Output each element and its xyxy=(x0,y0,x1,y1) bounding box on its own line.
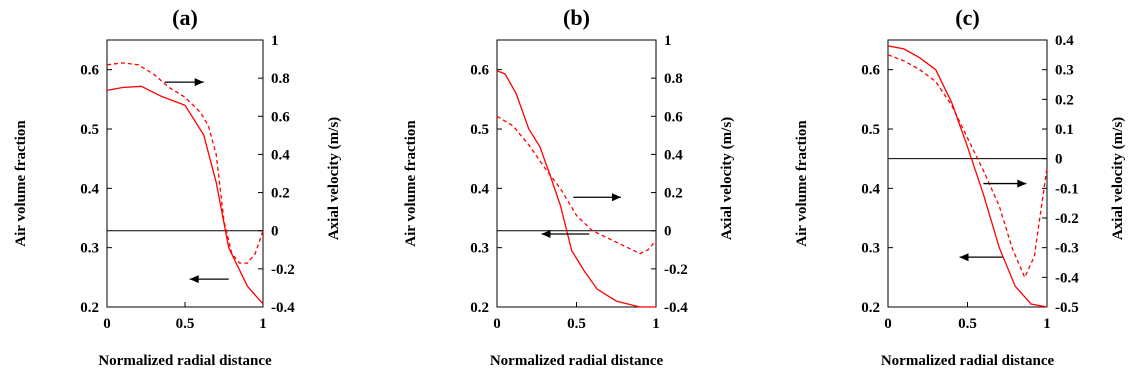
y-left-tick-label: 0.3 xyxy=(80,241,99,257)
air-volume-fraction-line xyxy=(887,45,1048,308)
y-left-tick-label: 0.4 xyxy=(80,181,99,197)
y-left-tick-label: 0.5 xyxy=(470,122,489,138)
y-left-tick-label: 0.2 xyxy=(80,300,99,316)
y-left-axis-label: Air volume fraction xyxy=(13,120,29,247)
y-right-tick-label: 0.2 xyxy=(271,186,290,202)
y-right-tick-label: -0.5 xyxy=(1055,300,1079,316)
arrow-right-icon xyxy=(194,78,204,87)
y-right-tick-label: -0.2 xyxy=(271,262,295,278)
y-right-tick-label: -0.4 xyxy=(271,300,295,316)
y-right-tick-label: 0 xyxy=(271,224,279,240)
x-tick-label: 1 xyxy=(652,316,660,332)
y-left-axis-label: Air volume fraction xyxy=(403,120,419,247)
x-tick-label: 0 xyxy=(884,316,892,332)
y-right-tick-label: 0.4 xyxy=(1055,33,1074,49)
y-right-tick-label: -0.3 xyxy=(1055,241,1079,257)
x-tick-label: 0.5 xyxy=(567,316,586,332)
y-right-tick-label: 0 xyxy=(664,224,672,240)
y-right-tick-label: 0.6 xyxy=(271,109,290,125)
arrow-right-icon xyxy=(1017,179,1027,188)
plot-frame xyxy=(887,39,1048,308)
y-right-axis-label: Axial velocity (m/s) xyxy=(719,117,735,240)
plot-frame xyxy=(106,39,264,308)
y-left-tick-label: 0.2 xyxy=(861,300,880,316)
x-tick-label: 0.5 xyxy=(176,316,195,332)
y-left-tick-label: 0.6 xyxy=(470,63,489,79)
chart-title: (c) xyxy=(955,5,979,30)
y-right-tick-label: 0.2 xyxy=(1055,92,1074,108)
y-right-tick-label: 0.8 xyxy=(664,71,683,87)
y-right-tick-label: 0.1 xyxy=(1055,122,1074,138)
y-right-tick-label: 0.8 xyxy=(271,71,290,87)
y-left-tick-label: 0.6 xyxy=(861,63,880,79)
y-right-tick-label: 1 xyxy=(271,33,279,49)
arrow-left-icon xyxy=(541,230,551,238)
y-right-tick-label: 0.4 xyxy=(664,147,683,163)
y-right-tick-label: 0 xyxy=(1055,152,1063,168)
y-right-tick-label: 0.2 xyxy=(664,186,683,202)
x-axis-label: Normalized radial distance xyxy=(881,353,1055,369)
arrow-left-icon xyxy=(189,275,199,284)
y-right-tick-label: -0.4 xyxy=(1055,270,1079,286)
y-left-tick-label: 0.3 xyxy=(470,241,489,257)
y-left-tick-label: 0.4 xyxy=(470,181,489,197)
y-left-tick-label: 0.6 xyxy=(80,63,99,79)
y-right-tick-label: -0.2 xyxy=(664,262,688,278)
x-tick-label: 0 xyxy=(493,316,501,332)
chart-title: (b) xyxy=(563,5,590,30)
y-left-tick-label: 0.5 xyxy=(80,122,99,138)
arrow-left-icon xyxy=(959,253,969,262)
chart-title: (a) xyxy=(172,5,198,30)
x-tick-label: 1 xyxy=(259,316,267,332)
air-volume-fraction-line xyxy=(106,85,264,305)
x-tick-label: 1 xyxy=(1043,316,1051,332)
y-right-axis-label: Axial velocity (m/s) xyxy=(326,117,342,240)
chart-panel-b: (b)0 0.5 10.20.30.40.50.6-0.4-0.200.20.40.… xyxy=(403,5,735,369)
arrow-right-icon xyxy=(612,193,621,202)
axial-velocity-line xyxy=(106,62,264,264)
y-left-tick-label: 0.4 xyxy=(861,181,880,197)
x-tick-label: 0.5 xyxy=(958,316,977,332)
axial-velocity-line xyxy=(887,54,1048,279)
y-right-tick-label: 1 xyxy=(664,33,672,49)
chart-panel-c: (c) 0 0.5 1 0.2 0.3 0.4 0.5 0.6 -0.5 -0.4 -0.3 -0.2 -… xyxy=(794,5,1126,369)
y-right-axis-label: Axial velocity (m/s) xyxy=(1110,117,1126,240)
axial-velocity-line xyxy=(496,115,657,255)
y-left-axis-label: Air volume fraction xyxy=(794,120,810,247)
x-axis-label: Normalized radial distance xyxy=(490,353,664,369)
air-volume-fraction-line xyxy=(496,70,656,308)
chart-panel-a: (a)0 0.5 10.20.30.40.50.6-0.4-0.200.20.40.… xyxy=(13,5,342,369)
x-axis-label: Normalized radial distance xyxy=(98,353,272,369)
x-tick-label: 0 xyxy=(103,316,111,332)
y-left-tick-label: 0.5 xyxy=(861,122,880,138)
y-left-tick-label: 0.2 xyxy=(470,300,489,316)
y-left-tick-label: 0.3 xyxy=(861,241,880,257)
plot-frame xyxy=(496,39,657,308)
y-right-tick-label: -0.2 xyxy=(1055,211,1079,227)
y-right-tick-label: 0.3 xyxy=(1055,63,1074,79)
y-right-tick-label: -0.1 xyxy=(1055,181,1079,197)
y-right-tick-label: 0.6 xyxy=(664,109,683,125)
y-right-tick-label: 0.4 xyxy=(271,147,290,163)
y-right-tick-label: -0.4 xyxy=(664,300,688,316)
